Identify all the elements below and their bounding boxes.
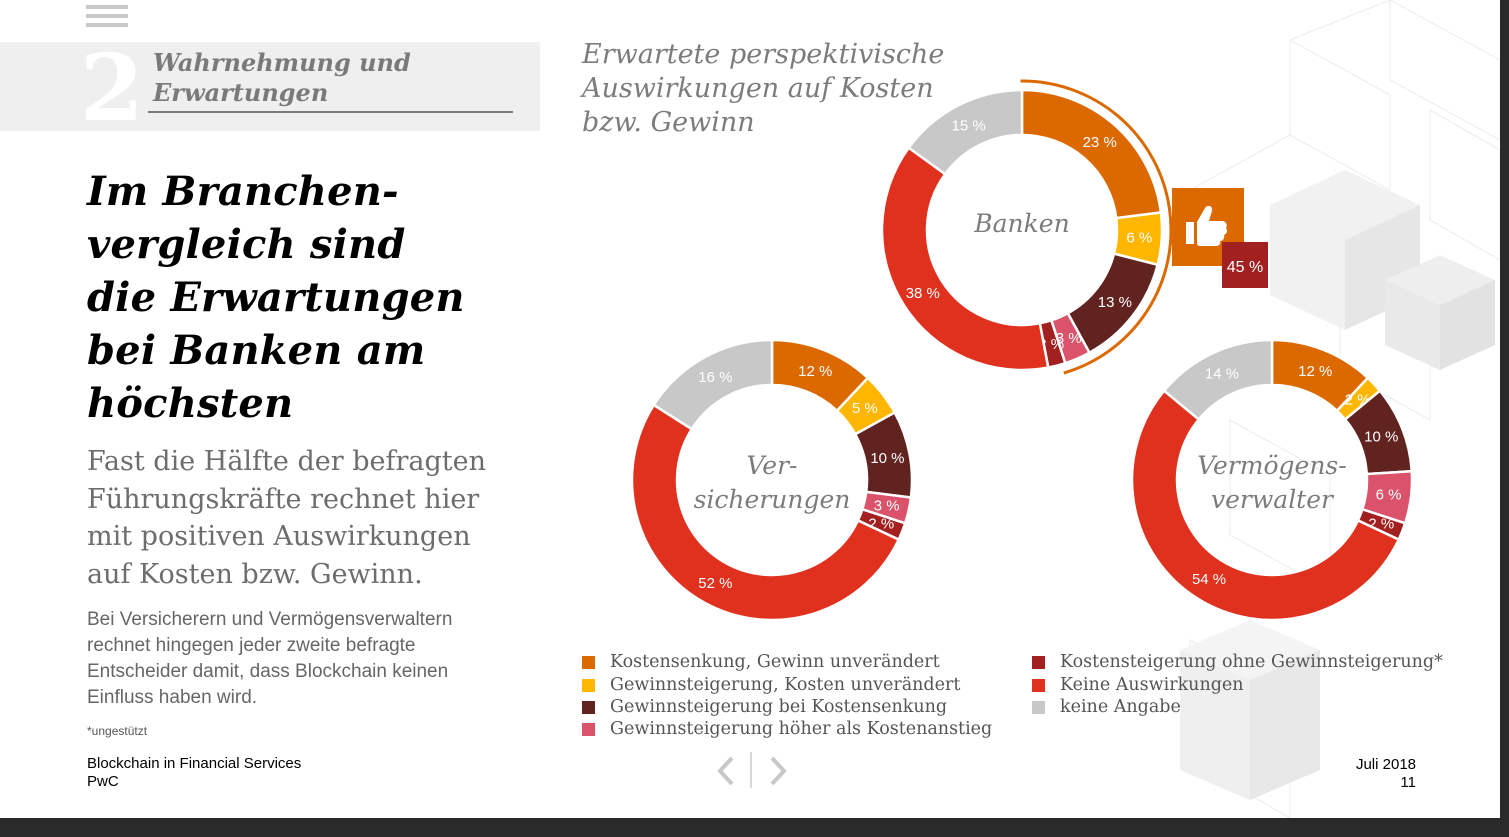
body-line: Bei Versicherern und Vermögensverwaltern [87, 609, 453, 630]
legend-label: keine Angabe [1060, 697, 1181, 717]
legend-swatch [1032, 679, 1045, 692]
slice-label: 10 % [1364, 429, 1398, 446]
lead-line: Führungskräfte rechnet hier [87, 483, 480, 515]
thumbs-up-icon [1186, 205, 1228, 246]
donut-slice [1130, 388, 1401, 622]
slice-label: 38 % [906, 285, 940, 302]
chevron-right-icon[interactable] [764, 752, 792, 790]
lead-text: Fast die Hälfte der befragten Führungskr… [87, 443, 527, 593]
donut-slice [880, 145, 1050, 372]
headline-line: die Erwartungen [87, 274, 465, 321]
section-title-line: Erwartungen [153, 78, 329, 107]
donut-center-label: Ver- [747, 451, 798, 480]
lead-line: auf Kosten bzw. Gewinn. [87, 558, 423, 590]
donut-center-label: verwalter [1211, 485, 1335, 514]
legend-swatch [582, 723, 595, 736]
donut-slice [1020, 88, 1163, 220]
slice-label: 12 % [1298, 363, 1332, 380]
legend-swatch [582, 656, 595, 669]
donut-center-label: Vermögens- [1197, 451, 1346, 480]
slice-label: 23 % [1083, 134, 1117, 151]
highlight-total-label: 45 % [1227, 259, 1263, 276]
slice-label: 52 % [698, 575, 732, 592]
highlight-total-box [1222, 242, 1268, 288]
legend-label: Kostensteigerung ohne Gewinnsteigerung* [1060, 652, 1443, 672]
page-number: 11 [1400, 774, 1416, 791]
donut-slice [652, 338, 774, 431]
footer-brand: PwC [87, 773, 119, 790]
legend-label: Kostensenkung, Gewinn unverändert [610, 652, 940, 672]
slice-label: 5 % [852, 400, 878, 417]
section-band [0, 42, 540, 131]
headline-line: vergleich sind [87, 221, 406, 268]
slice-label: 13 % [1098, 294, 1132, 311]
chevron-left-icon[interactable] [712, 752, 740, 790]
slice-label: 3 % [1056, 330, 1082, 347]
section-title-line: Wahrnehmung und [153, 48, 411, 77]
slice-label: 15 % [952, 117, 986, 134]
legend-swatch [1032, 656, 1045, 669]
slice-label: 16 % [698, 369, 732, 386]
legend-label: Gewinnsteigerung bei Kostensenkung [610, 697, 948, 717]
lead-line: Fast die Hälfte der befragten [87, 446, 486, 477]
legend-label: Gewinnsteigerung, Kosten unverändert [610, 675, 961, 695]
legend-swatch [1032, 701, 1045, 714]
donut-slice [1162, 338, 1274, 422]
hamburger-icon[interactable] [86, 5, 128, 27]
headline: Im Branchen- vergleich sind die Erwartun… [87, 165, 547, 430]
slice-label: 3 % [874, 498, 900, 515]
footer-meta: Juli 2018 11 [1356, 756, 1416, 792]
legend-swatch [582, 701, 595, 714]
slide: 2 Wahrnehmung und Erwartungen Im Branche… [0, 0, 1500, 818]
body-line: Entscheider damit, dass Blockchain keine… [87, 661, 449, 682]
body-line: rechnet hingegen jeder zweite befragte [87, 635, 416, 656]
footnote: *ungestützt [87, 724, 148, 738]
headline-line: höchsten [87, 380, 294, 427]
chart-title: Erwartete perspektivische Auswirkungen a… [582, 38, 962, 140]
slice-label: 14 % [1205, 366, 1239, 383]
chart-title-line: bzw. Gewinn [582, 107, 755, 138]
slice-label: 12 % [798, 363, 832, 380]
section-number: 2 [80, 34, 145, 142]
chart-title-line: Auswirkungen auf Kosten [582, 73, 934, 104]
chart-title-line: Erwartete perspektivische [582, 39, 945, 70]
slice-label: 6 % [1126, 229, 1152, 246]
slice-label: 10 % [870, 450, 904, 467]
legend-swatch [582, 679, 595, 692]
legend-label: Keine Auswirkungen [1060, 675, 1244, 695]
body-text: Bei Versicherern und Vermögensverwaltern… [87, 607, 537, 711]
slice-label: 54 % [1192, 571, 1226, 588]
headline-line: bei Banken am [87, 327, 426, 374]
slice-label: 6 % [1376, 487, 1402, 504]
footer-title: Blockchain in Financial Services [87, 755, 302, 772]
lead-line: mit positiven Auswirkungen [87, 521, 471, 552]
footer-source: Blockchain in Financial Services PwC [87, 755, 301, 791]
donut-slice [906, 88, 1024, 176]
cube-background [1180, 0, 1500, 818]
legend-label: Gewinnsteigerung höher als Kostenanstieg [610, 719, 993, 739]
headline-line: Im Branchen- [87, 168, 399, 215]
section-title: Wahrnehmung und Erwartungen [153, 48, 513, 108]
donut-center-label: Banken [973, 209, 1069, 238]
body-line: Einfluss haben wird. [87, 687, 258, 708]
donut-slice [630, 403, 901, 622]
nav-divider [750, 752, 752, 788]
donut-center-label: sicherungen [694, 485, 851, 514]
highlight-arc [1020, 79, 1173, 375]
section-rule [148, 111, 513, 113]
footer-date: Juli 2018 [1355, 756, 1416, 773]
